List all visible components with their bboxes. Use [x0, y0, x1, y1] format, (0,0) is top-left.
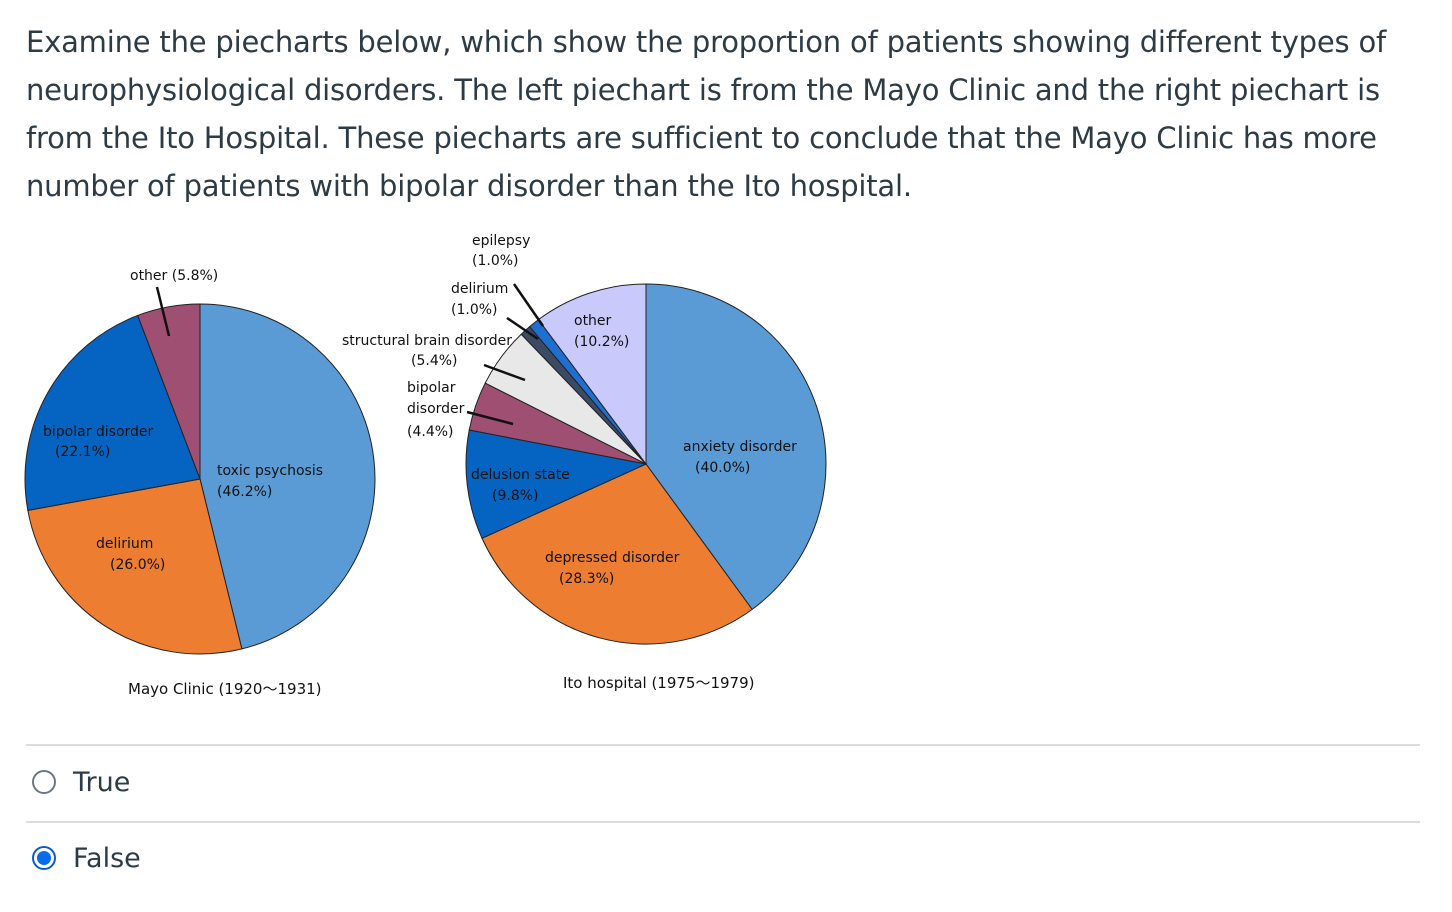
ito-title: Ito hospital (1975〜1979) [563, 674, 755, 692]
true-label: True [73, 766, 131, 798]
mayo-title: Mayo Clinic (1920〜1931) [128, 680, 322, 698]
ito-slice-anxiety-disorder [645, 283, 827, 611]
answer-false[interactable]: False [32, 838, 141, 878]
mayo-delirium-value: (26.0%) [110, 557, 165, 573]
mayo-toxic-label: toxic psychosis [217, 463, 323, 479]
false-radio[interactable] [32, 846, 56, 870]
mayo-delirium-label: delirium [96, 536, 153, 552]
ito-delusion-value: (9.8%) [492, 488, 539, 504]
ito-slice-depressed-disorder [481, 463, 753, 645]
ito-delusion-label: delusion state [471, 467, 570, 483]
ito-structural-value: (5.4%) [411, 353, 458, 369]
divider-middle [26, 821, 1420, 823]
ito-delirium-value: (1.0%) [451, 302, 498, 318]
ito-depressed-label: depressed disorder [545, 550, 680, 566]
ito-slice-other [537, 283, 647, 466]
mayo-slice-other [137, 303, 201, 480]
ito-bipolar-value: (4.4%) [407, 424, 454, 440]
ito-depressed-value: (28.3%) [559, 571, 614, 587]
ito-other-value: (10.2%) [574, 334, 629, 350]
answer-true[interactable]: True [32, 762, 130, 802]
pie-charts: other (5.8%) bipolar disorder (22.1%) to… [24, 233, 827, 698]
ito-hospital-pie [465, 283, 827, 645]
ito-slice-delusion-state [465, 429, 648, 539]
mayo-slice-delirium [27, 478, 243, 655]
ito-bipolar-label-2: disorder [407, 401, 465, 417]
ito-anxiety-value: (40.0%) [695, 460, 750, 476]
ito-bipolar-leader [466, 410, 514, 426]
ito-epilepsy-leader [512, 283, 545, 327]
ito-delirium-label: delirium [451, 281, 508, 297]
mayo-clinic-pie [24, 303, 376, 655]
question-text: Examine the piecharts below, which show … [26, 25, 1386, 203]
ito-other-label: other [574, 313, 612, 329]
ito-bipolar-label-1: bipolar [407, 380, 456, 396]
leader-lines [155, 283, 545, 426]
ito-epilepsy-label: epilepsy [472, 233, 530, 249]
ito-structural-label: structural brain disorder [342, 333, 512, 349]
true-radio[interactable] [32, 770, 56, 794]
ito-anxiety-label: anxiety disorder [683, 439, 797, 455]
mayo-other-leader [155, 286, 171, 337]
mayo-other-label: other (5.8%) [130, 268, 218, 284]
divider-top [26, 744, 1420, 746]
mayo-slice-toxic-psychosis [199, 303, 376, 650]
ito-structural-leader [483, 363, 526, 382]
mayo-bipolar-label: bipolar disorder [43, 424, 154, 440]
mayo-toxic-value: (46.2%) [217, 484, 272, 500]
ito-delirium-leader [506, 316, 539, 341]
false-label: False [73, 842, 141, 874]
mayo-bipolar-value: (22.1%) [55, 444, 110, 460]
ito-epilepsy-value: (1.0%) [472, 253, 519, 269]
